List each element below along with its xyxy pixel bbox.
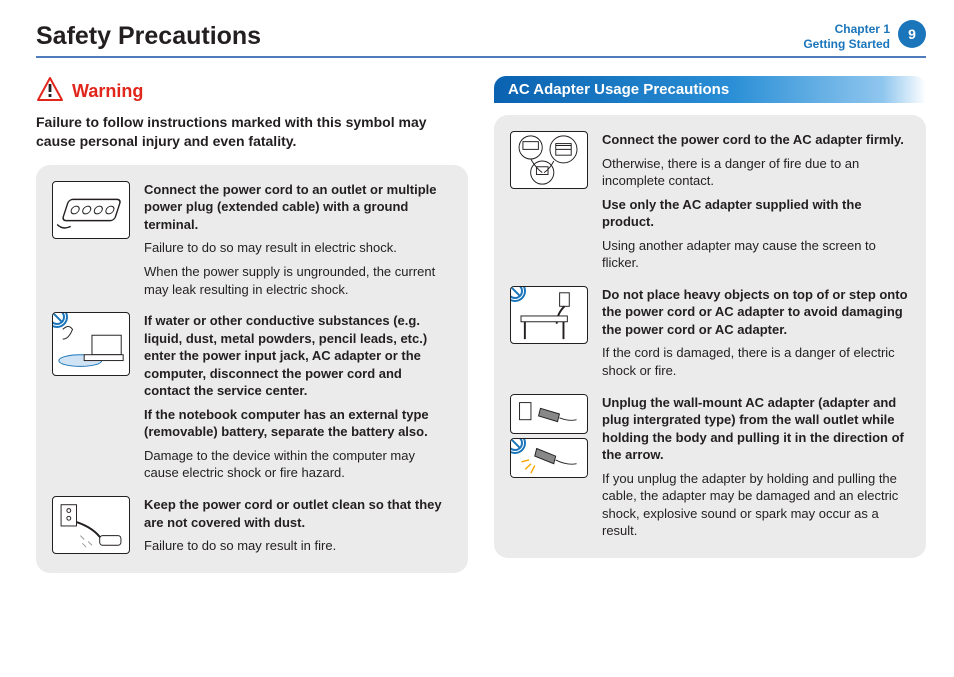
paragraph: Damage to the device within the computer… <box>144 447 450 482</box>
paragraph: Connect the power cord to an outlet or m… <box>144 181 450 234</box>
row-text: Connect the power cord to an outlet or m… <box>144 181 450 298</box>
row-text: Do not place heavy objects on top of or … <box>602 286 908 380</box>
paragraph: Do not place heavy objects on top of or … <box>602 286 908 339</box>
right-row: Unplug the wall-mount AC adapter (adapte… <box>510 394 908 540</box>
row-text: Unplug the wall-mount AC adapter (adapte… <box>602 394 908 540</box>
paragraph: If water or other conductive substances … <box>144 312 450 400</box>
illustration-adapter-diagram <box>510 131 588 189</box>
page-title: Safety Precautions <box>36 22 261 51</box>
illustration-dusty-outlet <box>52 496 130 554</box>
page: Safety Precautions Chapter 1 Getting Sta… <box>0 0 954 593</box>
left-box: Connect the power cord to an outlet or m… <box>36 165 468 573</box>
chapter-line2: Getting Started <box>803 37 890 52</box>
right-row: Do not place heavy objects on top of or … <box>510 286 908 380</box>
paragraph: Failure to do so may result in electric … <box>144 239 450 257</box>
chapter-text: Chapter 1 Getting Started <box>803 22 890 52</box>
illustration-unplug-stack <box>510 394 588 478</box>
paragraph: Unplug the wall-mount AC adapter (adapte… <box>602 394 908 464</box>
left-row: Connect the power cord to an outlet or m… <box>52 181 450 298</box>
illustration-water-laptop <box>52 312 130 376</box>
illustration-cord-on-desk <box>510 286 588 344</box>
page-header: Safety Precautions Chapter 1 Getting Sta… <box>36 22 926 58</box>
paragraph: Use only the AC adapter supplied with th… <box>602 196 908 231</box>
right-column: AC Adapter Usage Precautions Connect the… <box>494 76 926 573</box>
columns: Warning Failure to follow instructions m… <box>36 76 926 573</box>
chapter-line1: Chapter 1 <box>803 22 890 37</box>
warning-heading: Warning <box>36 76 468 107</box>
paragraph: If the cord is damaged, there is a dange… <box>602 344 908 379</box>
left-row: If water or other conductive substances … <box>52 312 450 482</box>
paragraph: When the power supply is ungrounded, the… <box>144 263 450 298</box>
row-text: Connect the power cord to the AC adapter… <box>602 131 908 272</box>
paragraph: Connect the power cord to the AC adapter… <box>602 131 908 149</box>
chapter-block: Chapter 1 Getting Started 9 <box>803 22 926 52</box>
paragraph: If the notebook computer has an external… <box>144 406 450 441</box>
row-text: Keep the power cord or outlet clean so t… <box>144 496 450 555</box>
warning-text: Failure to follow instructions marked wi… <box>36 113 468 151</box>
ac-adapter-heading: AC Adapter Usage Precautions <box>494 76 926 103</box>
paragraph: If you unplug the adapter by holding and… <box>602 470 908 540</box>
right-row: Connect the power cord to the AC adapter… <box>510 131 908 272</box>
left-column: Warning Failure to follow instructions m… <box>36 76 468 573</box>
warning-label: Warning <box>72 81 143 102</box>
paragraph: Failure to do so may result in fire. <box>144 537 450 555</box>
left-row: Keep the power cord or outlet clean so t… <box>52 496 450 555</box>
illustration-power-strip <box>52 181 130 239</box>
paragraph: Otherwise, there is a danger of fire due… <box>602 155 908 190</box>
paragraph: Keep the power cord or outlet clean so t… <box>144 496 450 531</box>
right-box: Connect the power cord to the AC adapter… <box>494 115 926 558</box>
warning-icon <box>36 76 64 107</box>
row-text: If water or other conductive substances … <box>144 312 450 482</box>
page-number-badge: 9 <box>898 20 926 48</box>
paragraph: Using another adapter may cause the scre… <box>602 237 908 272</box>
